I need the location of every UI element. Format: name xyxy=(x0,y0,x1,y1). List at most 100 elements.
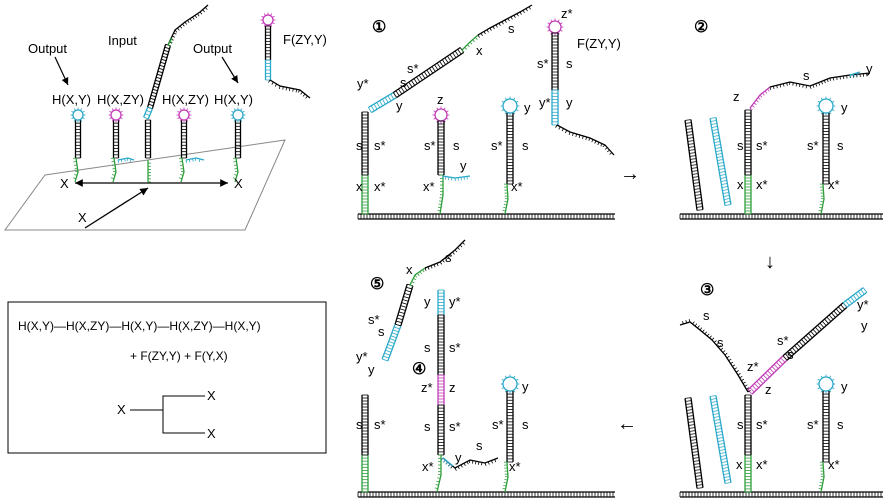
p4-y-r: y xyxy=(522,379,529,394)
base-tick xyxy=(519,11,522,15)
base-pair-tick xyxy=(718,168,725,170)
base-pair-tick xyxy=(395,323,401,327)
p4-y-duplex xyxy=(437,289,445,316)
base-tick xyxy=(713,340,717,343)
duplex-strand-b xyxy=(368,91,394,108)
loop-tick xyxy=(111,119,114,122)
hairpin-stem xyxy=(506,112,514,185)
duplex-strand-b xyxy=(143,106,149,118)
base-pair-tick xyxy=(434,64,439,71)
base-pair-tick xyxy=(387,95,392,102)
loop-tick xyxy=(433,110,437,113)
loop-tick xyxy=(515,387,519,390)
base-pair-tick xyxy=(692,176,699,178)
base-tick xyxy=(430,265,433,269)
base-pair-tick xyxy=(386,346,393,350)
base-pair-tick xyxy=(689,155,696,157)
base-pair-tick xyxy=(852,294,858,301)
base-tick xyxy=(202,9,205,13)
base-pair-tick xyxy=(717,437,724,439)
loop-tick xyxy=(817,109,821,112)
loop-ring xyxy=(548,20,562,34)
base-pair-tick xyxy=(709,395,717,397)
base-pair-tick xyxy=(717,162,724,164)
base-pair-tick xyxy=(416,76,421,83)
base-tick xyxy=(711,337,715,341)
hairpin-toehold xyxy=(818,183,825,215)
base-tick xyxy=(709,335,712,339)
base-tick xyxy=(759,94,763,98)
base-pair-tick xyxy=(457,49,462,55)
p1-h3-sstar: s* xyxy=(491,138,503,153)
base-pair-tick xyxy=(715,425,722,427)
base-tick xyxy=(688,319,691,323)
base-tick xyxy=(820,476,825,478)
step-3-marker: ③ xyxy=(700,282,714,299)
p1-h3 xyxy=(500,96,520,215)
loop-tick xyxy=(504,97,507,101)
base-tick xyxy=(199,11,203,15)
base-tick xyxy=(792,82,794,86)
base-pair-tick xyxy=(690,439,697,441)
single-strand-backbone xyxy=(556,124,615,156)
base-tick xyxy=(437,477,441,479)
base-tick xyxy=(113,170,117,173)
p4-loop-y xyxy=(440,457,454,467)
overview-hairpin-3 xyxy=(176,107,192,183)
loop-tick xyxy=(233,119,236,122)
base-tick xyxy=(279,85,281,90)
loop-tick xyxy=(261,22,264,25)
loop-tick xyxy=(261,15,264,18)
loop-tick xyxy=(80,119,83,122)
base-tick xyxy=(501,21,504,25)
base-tick xyxy=(466,461,469,465)
loop-tick xyxy=(82,117,85,120)
base-tick xyxy=(443,459,446,463)
base-pair-tick xyxy=(691,445,698,447)
base-pair-tick xyxy=(710,398,717,400)
base-tick xyxy=(776,85,778,89)
loop-ring xyxy=(72,109,84,121)
base-pair-tick xyxy=(709,117,717,119)
base-pair-tick xyxy=(383,355,390,359)
base-pair-tick xyxy=(760,376,766,382)
base-pair-tick xyxy=(690,161,697,163)
summary-chain: H(X,Y)—H(X,ZY)—H(X,Y)—H(X,ZY)—H(X,Y) xyxy=(18,319,261,333)
base-pair-tick xyxy=(418,74,423,81)
base-tick xyxy=(179,25,183,29)
base-pair-tick xyxy=(720,177,727,179)
base-tick xyxy=(484,462,487,466)
base-tick xyxy=(129,158,132,162)
loop-tick xyxy=(263,24,266,27)
p3-y: y xyxy=(861,318,868,333)
base-pair-tick xyxy=(384,97,389,103)
overview-toehold xyxy=(72,157,79,183)
base-pair-tick xyxy=(715,147,722,149)
base-tick xyxy=(492,26,495,30)
overview-toehold xyxy=(232,157,239,183)
base-pair-tick xyxy=(392,92,398,98)
base-tick xyxy=(757,97,761,100)
base-pair-tick xyxy=(688,421,695,423)
base-pair-tick xyxy=(405,289,412,293)
base-tick xyxy=(452,251,455,255)
base-tick xyxy=(167,44,171,47)
loop-tick xyxy=(513,389,516,393)
p5-tail xyxy=(424,239,466,271)
base-tick xyxy=(194,15,197,19)
base-tick xyxy=(588,137,591,141)
base-pair-tick xyxy=(695,478,702,480)
p1-arm-sstar: s* xyxy=(407,61,419,76)
p1-arm-y-duplex xyxy=(368,91,397,114)
base-tick xyxy=(699,327,703,331)
base-tick xyxy=(852,73,855,77)
loop-tick xyxy=(831,378,835,381)
base-pair-tick xyxy=(688,146,695,148)
base-pair-tick xyxy=(794,345,799,351)
panel1-track xyxy=(357,213,615,220)
base-pair-tick xyxy=(691,167,698,169)
base-pair-tick xyxy=(151,91,157,95)
loop-ring xyxy=(502,376,518,392)
base-tick xyxy=(786,82,788,86)
base-pair-tick xyxy=(724,479,731,481)
